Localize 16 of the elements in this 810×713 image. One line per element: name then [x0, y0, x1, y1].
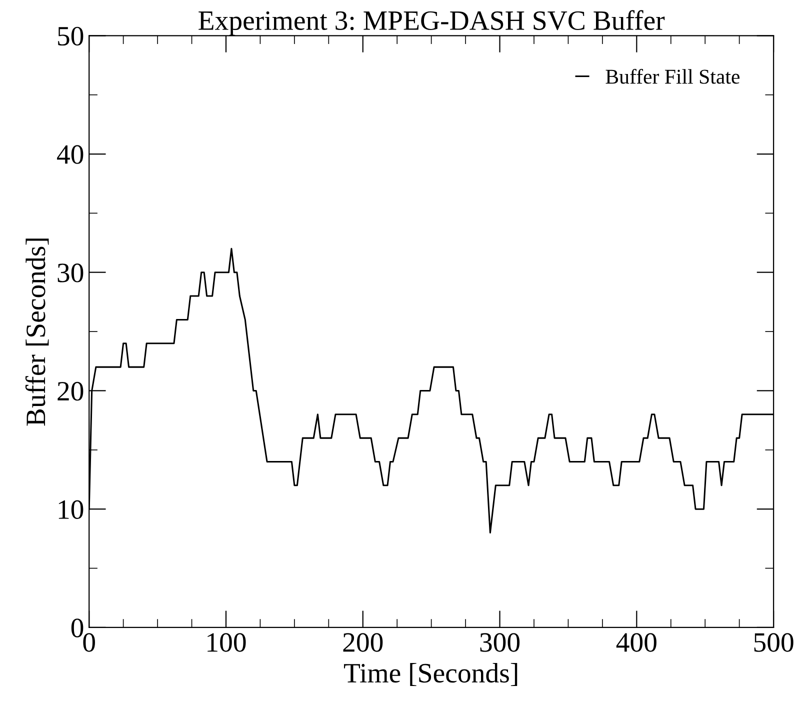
y-tick-label: 40: [57, 145, 84, 164]
x-axis-title: Time [Seconds]: [344, 663, 518, 686]
x-tick-label: 0: [83, 633, 95, 652]
legend-label: Buffer Fill State: [606, 68, 740, 84]
y-tick-label: 30: [58, 264, 84, 282]
x-tick-label: 400: [616, 633, 656, 652]
x-tick-label: 100: [208, 633, 246, 652]
y-axis-title: Buffer [Seconds]: [25, 238, 49, 426]
x-tick-label: 300: [480, 633, 520, 652]
x-tick-label: 200: [343, 633, 383, 652]
x-tick-label: 500: [754, 633, 794, 652]
y-tick-label: 10: [58, 500, 84, 519]
chart-title: Experiment 3: MPEG-DASH SVC Buffer: [198, 10, 665, 36]
y-tick-label: 20: [58, 382, 84, 401]
y-tick-label: 50: [58, 26, 84, 46]
y-tick-label: 0: [71, 618, 84, 638]
